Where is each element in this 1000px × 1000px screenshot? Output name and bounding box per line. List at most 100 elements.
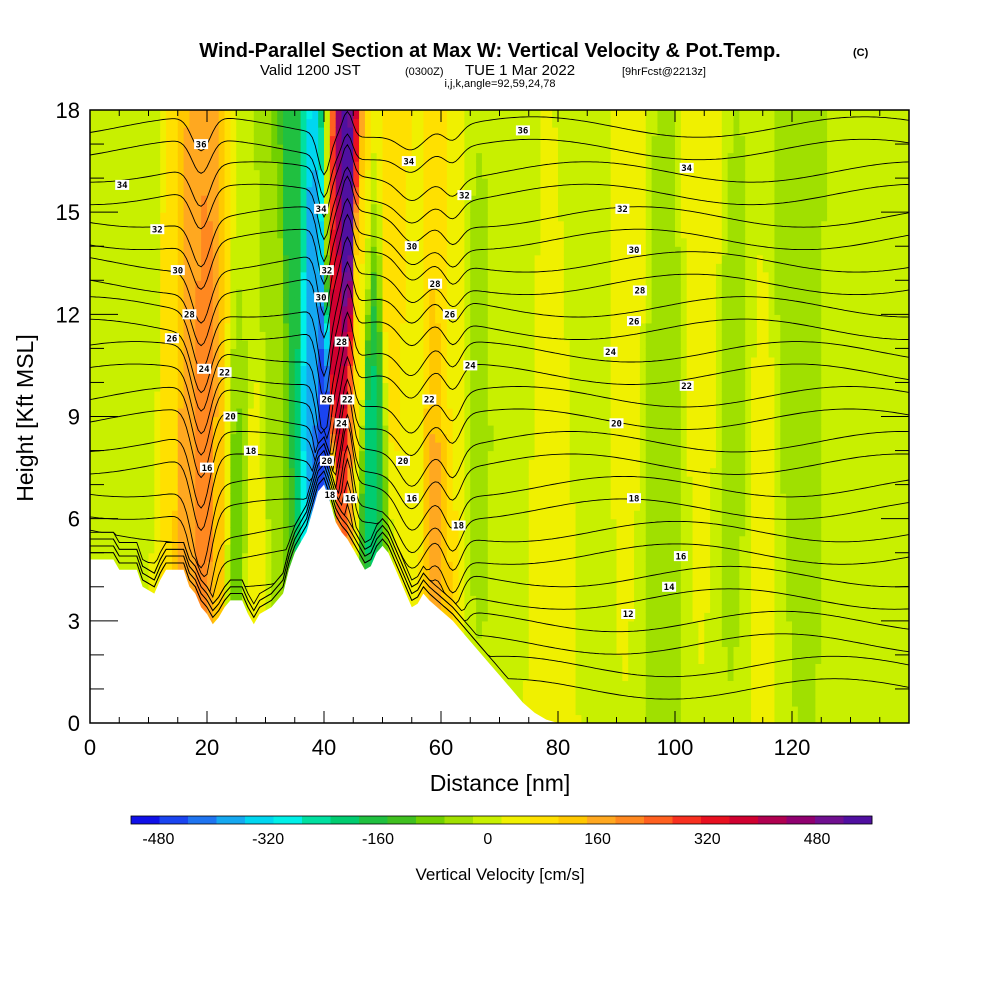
velocity-cell	[189, 254, 196, 264]
velocity-cell	[470, 382, 477, 392]
velocity-cell	[335, 399, 343, 409]
velocity-cell	[283, 442, 290, 452]
velocity-cell	[435, 586, 442, 596]
velocity-cell	[429, 271, 436, 281]
velocity-cell	[359, 220, 366, 230]
velocity-cell	[212, 552, 220, 562]
velocity-cell	[242, 365, 249, 375]
velocity-cell	[429, 382, 436, 392]
velocity-cell	[183, 229, 191, 239]
velocity-cell	[230, 450, 237, 460]
velocity-cell	[242, 467, 249, 477]
velocity-cell	[177, 544, 185, 554]
velocity-cell	[189, 271, 196, 281]
velocity-cell	[423, 322, 430, 332]
velocity-cell	[283, 280, 290, 290]
velocity-cell	[101, 425, 109, 435]
velocity-cell	[476, 484, 483, 494]
velocity-cell	[224, 271, 231, 281]
velocity-cell	[148, 459, 155, 469]
velocity-cell	[487, 110, 495, 120]
velocity-cell	[370, 314, 378, 324]
velocity-cell	[136, 390, 144, 401]
velocity-cell	[130, 322, 138, 332]
velocity-cell	[446, 169, 454, 179]
velocity-cell	[300, 263, 308, 273]
velocity-cell	[148, 135, 155, 145]
velocity-cell	[300, 510, 308, 520]
velocity-cell	[119, 220, 126, 230]
velocity-cell	[125, 212, 132, 222]
velocity-cell	[271, 246, 278, 256]
velocity-cell	[435, 433, 442, 443]
velocity-cell	[177, 288, 185, 298]
velocity-cell	[247, 552, 255, 562]
velocity-cell	[423, 237, 430, 247]
velocity-cell	[171, 246, 179, 256]
velocity-cell	[207, 161, 214, 171]
velocity-cell	[95, 169, 103, 179]
velocity-cell	[136, 382, 144, 392]
velocity-cell	[382, 144, 389, 154]
velocity-cell	[329, 161, 337, 171]
velocity-cell	[417, 356, 425, 367]
velocity-cell	[341, 246, 348, 256]
velocity-cell	[487, 544, 495, 554]
velocity-cell	[464, 169, 471, 179]
velocity-cell	[364, 280, 372, 290]
velocity-cell	[218, 118, 226, 128]
velocity-cell	[388, 161, 395, 171]
velocity-cell	[207, 186, 214, 196]
velocity-cell	[441, 229, 448, 239]
velocity-cell	[201, 578, 208, 588]
velocity-cell	[441, 195, 448, 205]
velocity-cell	[177, 280, 185, 290]
velocity-cell	[493, 535, 501, 545]
velocity-cell	[300, 527, 308, 537]
velocity-cell	[464, 348, 471, 358]
velocity-cell	[312, 237, 319, 247]
velocity-cell	[148, 322, 155, 332]
velocity-cell	[113, 527, 120, 537]
velocity-cell	[324, 135, 331, 145]
velocity-cell	[405, 382, 413, 392]
velocity-cell	[288, 135, 296, 145]
velocity-cell	[177, 535, 185, 545]
velocity-cell	[136, 203, 144, 213]
velocity-cell	[107, 246, 114, 256]
velocity-cell	[446, 348, 454, 358]
velocity-cell	[300, 118, 308, 128]
velocity-cell	[183, 127, 191, 137]
velocity-cell	[218, 237, 226, 247]
velocity-cell	[417, 390, 425, 401]
velocity-cell	[441, 212, 448, 222]
velocity-cell	[476, 186, 483, 196]
velocity-cell	[259, 161, 267, 171]
velocity-cell	[101, 510, 109, 520]
velocity-cell	[283, 127, 290, 137]
velocity-cell	[452, 459, 460, 469]
velocity-cell	[259, 203, 267, 213]
velocity-cell	[166, 339, 173, 349]
velocity-cell	[487, 637, 495, 647]
velocity-cell	[154, 152, 161, 162]
velocity-cell	[148, 271, 155, 281]
velocity-cell	[183, 169, 191, 179]
velocity-cell	[271, 110, 278, 120]
velocity-cell	[207, 356, 214, 367]
velocity-cell	[236, 322, 243, 332]
velocity-cell	[171, 186, 179, 196]
velocity-cell	[136, 144, 144, 154]
velocity-cell	[376, 305, 384, 315]
velocity-cell	[271, 229, 278, 239]
velocity-cell	[136, 535, 144, 545]
velocity-cell	[189, 161, 196, 171]
velocity-cell	[452, 484, 460, 494]
velocity-cell	[154, 110, 161, 120]
velocity-cell	[113, 237, 120, 247]
velocity-cell	[382, 442, 389, 452]
velocity-cell	[265, 373, 272, 384]
velocity-cell	[400, 288, 407, 298]
velocity-cell	[101, 314, 109, 324]
velocity-cell	[136, 288, 144, 298]
